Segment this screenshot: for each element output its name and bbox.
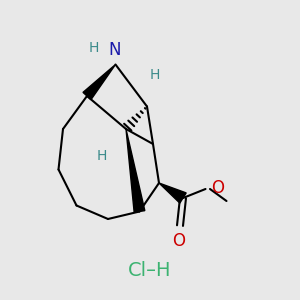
Text: N: N (109, 41, 121, 59)
Polygon shape (83, 64, 116, 100)
Text: O: O (211, 179, 224, 197)
Text: Cl–H: Cl–H (128, 260, 172, 280)
Polygon shape (126, 129, 145, 212)
Text: H: H (96, 149, 106, 163)
Text: O: O (172, 232, 185, 250)
Text: H: H (88, 41, 99, 55)
Text: H: H (150, 68, 160, 82)
Polygon shape (159, 183, 186, 203)
